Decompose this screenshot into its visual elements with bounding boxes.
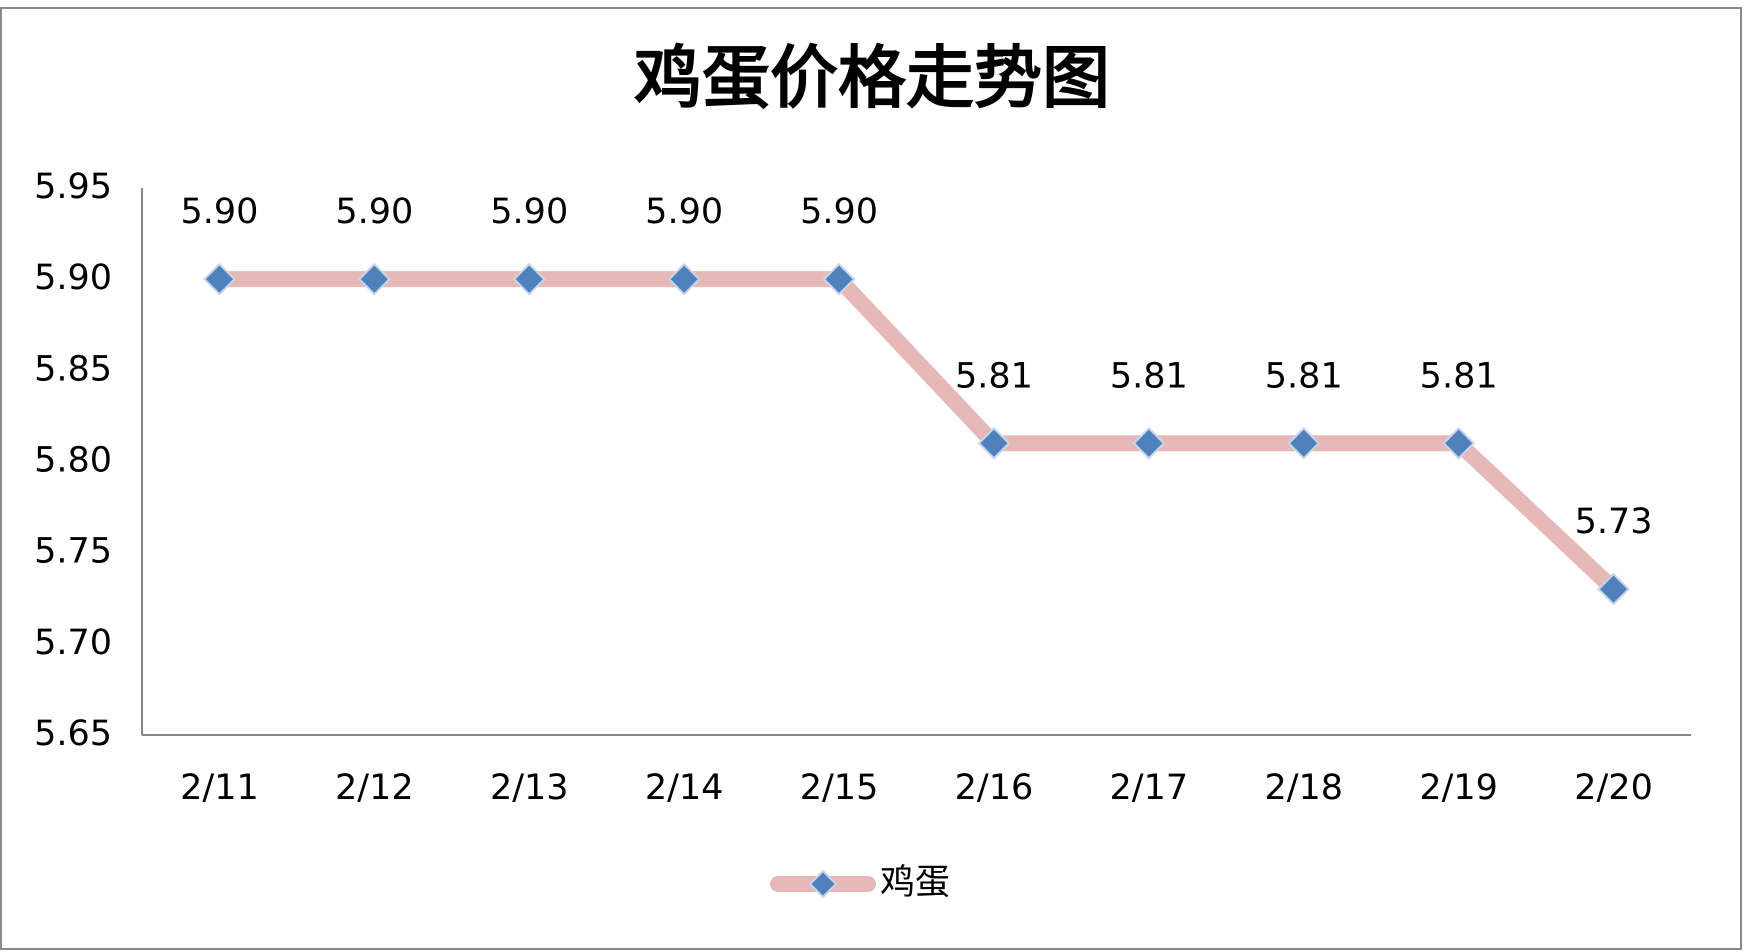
x-tick-label: 2/19 <box>1419 768 1498 808</box>
data-label: 5.90 <box>180 192 258 232</box>
y-tick-label: 5.80 <box>34 441 112 481</box>
series-line <box>219 271 1620 595</box>
x-tick-label: 2/16 <box>955 768 1034 808</box>
legend-label: 鸡蛋 <box>880 863 950 903</box>
y-tick-label: 5.75 <box>34 532 112 572</box>
data-marker <box>1442 426 1476 460</box>
x-tick-label: 2/17 <box>1110 768 1189 808</box>
data-marker <box>667 262 701 296</box>
data-marker <box>512 262 546 296</box>
data-label: 5.81 <box>1265 356 1343 396</box>
x-tick-label: 2/12 <box>335 768 414 808</box>
data-marker <box>1132 426 1166 460</box>
data-marker <box>977 426 1011 460</box>
legend-marker <box>808 869 838 899</box>
chart-border <box>0 7 1742 950</box>
data-marker <box>357 262 391 296</box>
x-tick-label: 2/20 <box>1574 768 1653 808</box>
x-tick-label: 2/15 <box>800 768 879 808</box>
y-tick-label: 5.95 <box>34 167 112 207</box>
data-marker <box>1597 572 1630 606</box>
data-label: 5.90 <box>645 192 723 232</box>
data-label: 5.73 <box>1575 502 1653 542</box>
data-label: 5.81 <box>1420 356 1498 396</box>
y-tick-label: 5.65 <box>34 714 112 754</box>
y-tick-label: 5.70 <box>34 623 112 663</box>
data-marker <box>822 262 856 296</box>
x-tick-label: 2/14 <box>645 768 724 808</box>
data-label: 5.90 <box>490 192 568 232</box>
data-label: 5.81 <box>1110 356 1188 396</box>
data-marker <box>1287 426 1321 460</box>
x-tick-label: 2/11 <box>180 768 259 808</box>
data-marker <box>203 262 236 296</box>
x-tick-label: 2/13 <box>490 768 569 808</box>
y-tick-label: 5.85 <box>34 349 112 389</box>
data-label: 5.90 <box>335 192 413 232</box>
x-tick-label: 2/18 <box>1264 768 1343 808</box>
data-label: 5.81 <box>955 356 1033 396</box>
y-tick-label: 5.90 <box>34 258 112 298</box>
data-label: 5.90 <box>800 192 878 232</box>
chart-title: 鸡蛋价格走势图 <box>634 39 1110 119</box>
